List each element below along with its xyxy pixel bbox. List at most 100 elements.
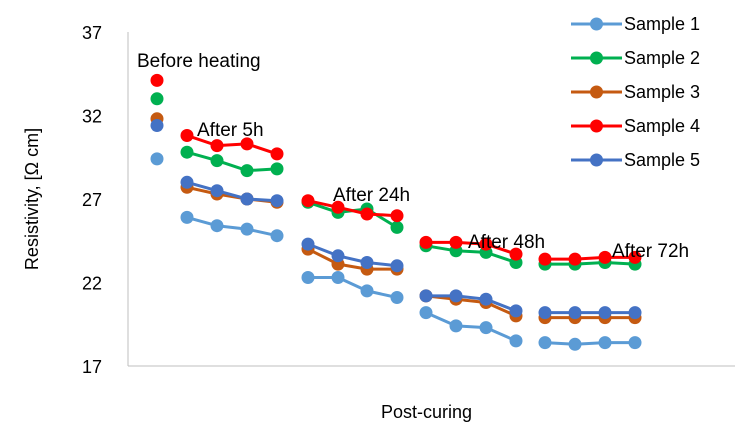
legend-item-4: Sample 4 xyxy=(571,116,700,136)
group-label: After 48h xyxy=(468,232,545,253)
data-point xyxy=(509,247,523,261)
data-point xyxy=(449,289,463,303)
legend-marker xyxy=(590,51,603,65)
data-point xyxy=(449,235,463,249)
data-point xyxy=(360,284,374,298)
legend-marker xyxy=(590,85,603,99)
data-point xyxy=(270,229,284,243)
series-line xyxy=(425,294,517,318)
data-point xyxy=(270,162,284,176)
series-line xyxy=(186,150,278,173)
data-point xyxy=(331,200,345,214)
data-point xyxy=(538,252,552,266)
data-point xyxy=(301,194,315,208)
data-point xyxy=(270,147,284,161)
series-line xyxy=(425,311,517,343)
data-point xyxy=(240,222,254,236)
data-point xyxy=(598,250,612,264)
legend-marker xyxy=(590,119,603,133)
data-point xyxy=(150,73,164,87)
data-point xyxy=(270,194,284,208)
y-tick-label: 32 xyxy=(82,107,102,127)
series-5 xyxy=(150,119,642,320)
data-point xyxy=(210,219,224,233)
series-line xyxy=(186,180,278,203)
data-point xyxy=(628,250,642,264)
data-point xyxy=(180,175,194,189)
series-line xyxy=(425,244,517,264)
data-point xyxy=(479,321,493,335)
data-point xyxy=(479,237,493,251)
data-point xyxy=(180,129,194,142)
legend-label: Sample 1 xyxy=(624,14,700,34)
series-1 xyxy=(150,152,642,351)
series-line xyxy=(544,341,635,346)
data-point xyxy=(240,192,254,206)
data-point xyxy=(360,256,374,269)
data-point xyxy=(390,259,404,273)
group-label: After 5h xyxy=(197,120,264,141)
series-line xyxy=(545,255,635,261)
data-point xyxy=(180,210,194,224)
data-point xyxy=(419,306,433,320)
series-line xyxy=(307,247,397,271)
data-point xyxy=(210,184,224,198)
data-point xyxy=(180,145,194,159)
data-point xyxy=(419,235,433,249)
legend-label: Sample 2 xyxy=(624,48,700,68)
data-point xyxy=(240,164,254,178)
data-point xyxy=(509,334,523,348)
data-point xyxy=(301,271,315,284)
data-point xyxy=(210,154,224,168)
y-tick-label: 17 xyxy=(82,357,102,377)
legend-item-1: Sample 1 xyxy=(571,14,700,34)
data-point xyxy=(390,220,404,234)
data-point xyxy=(150,119,164,132)
data-point xyxy=(598,306,612,320)
data-point xyxy=(628,306,642,320)
data-point xyxy=(210,139,224,153)
series-line xyxy=(426,294,517,313)
legend-marker xyxy=(590,17,603,31)
data-point xyxy=(301,237,315,251)
data-point xyxy=(598,336,612,350)
series-line xyxy=(545,261,636,266)
series-line xyxy=(426,240,517,256)
data-point xyxy=(449,319,463,333)
group-label: After 72h xyxy=(612,241,689,262)
legend-marker xyxy=(590,153,603,167)
data-point xyxy=(568,252,582,266)
data-point xyxy=(240,137,254,151)
data-point xyxy=(419,289,433,303)
y-axis-title: Resistivity, [Ω cm] xyxy=(22,128,42,270)
series-line xyxy=(307,242,398,268)
group-label: After 24h xyxy=(333,185,410,206)
data-point xyxy=(479,292,493,306)
legend-label: Sample 5 xyxy=(624,150,700,170)
series-line xyxy=(186,134,278,156)
series-line xyxy=(307,199,398,218)
data-point xyxy=(331,271,345,284)
legend-item-2: Sample 2 xyxy=(571,48,700,68)
legend-item-5: Sample 5 xyxy=(571,150,700,170)
y-tick-label: 37 xyxy=(82,23,102,43)
data-point xyxy=(509,304,523,318)
data-point xyxy=(331,249,345,263)
data-point xyxy=(390,209,404,223)
data-point xyxy=(150,152,164,166)
data-point xyxy=(568,337,582,351)
data-point xyxy=(360,207,374,221)
y-tick-label: 27 xyxy=(82,190,102,210)
series-line xyxy=(186,215,278,238)
data-point xyxy=(568,306,582,320)
series-4 xyxy=(150,73,642,266)
data-point xyxy=(538,306,552,320)
y-tick-label: 22 xyxy=(82,274,102,294)
legend-label: Sample 3 xyxy=(624,82,700,102)
group-label: Before heating xyxy=(137,51,261,72)
x-axis-title: Post-curing xyxy=(381,402,472,422)
series-line xyxy=(308,276,398,299)
legend-label: Sample 4 xyxy=(624,116,700,136)
